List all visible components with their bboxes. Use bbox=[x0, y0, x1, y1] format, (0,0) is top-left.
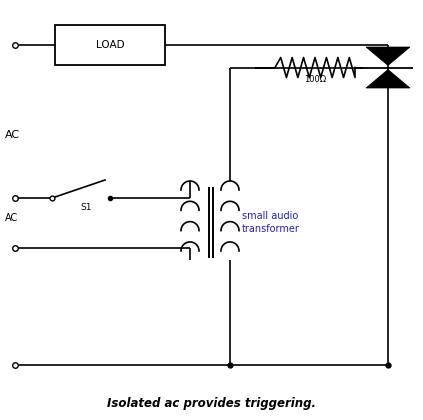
Text: 100Ω: 100Ω bbox=[304, 76, 326, 84]
Text: AC: AC bbox=[5, 213, 18, 223]
Polygon shape bbox=[366, 69, 410, 88]
Polygon shape bbox=[366, 47, 410, 66]
Text: LOAD: LOAD bbox=[96, 40, 124, 50]
Bar bbox=[55, 25, 165, 65]
Text: S1: S1 bbox=[80, 203, 92, 212]
Text: Isolated ac provides triggering.: Isolated ac provides triggering. bbox=[107, 396, 316, 410]
Text: small audio
transformer: small audio transformer bbox=[242, 211, 300, 234]
Text: AC: AC bbox=[5, 130, 20, 140]
